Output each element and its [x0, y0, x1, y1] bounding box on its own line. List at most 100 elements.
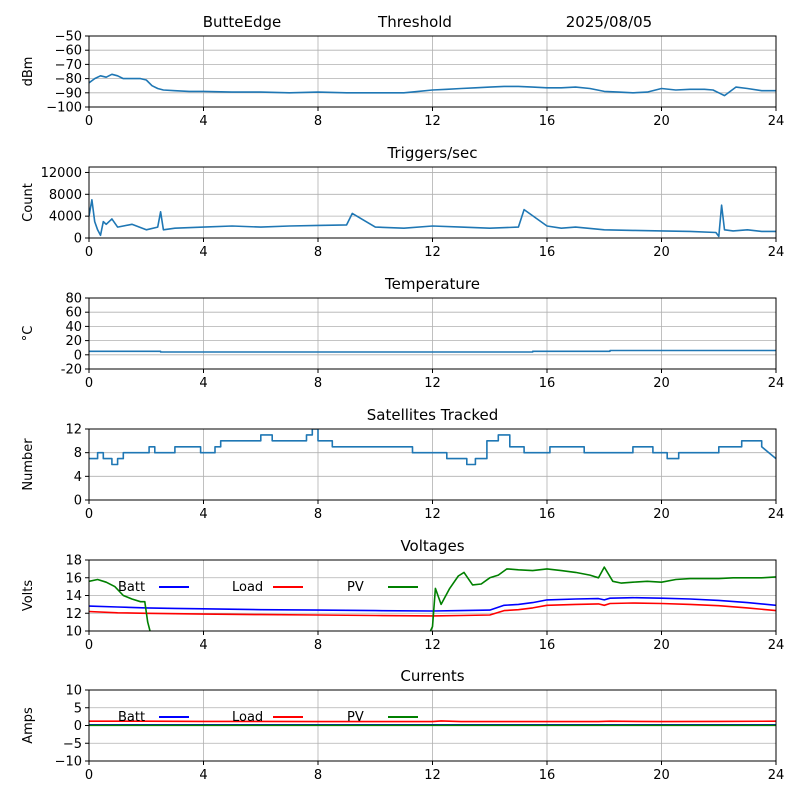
- panel-2: 0 4 8 12 16 20 24 0 4000 8000 12000 Count Triggers/s…: [21, 144, 784, 260]
- x-tick-label: 8: [314, 245, 322, 260]
- y-tick-label: 12: [65, 607, 82, 622]
- x-tick-label: 12: [424, 114, 441, 129]
- legend-label: Load: [232, 580, 263, 595]
- x-tick-label: 12: [424, 245, 441, 260]
- legend-label: Load: [232, 710, 263, 725]
- x-tick-label: 4: [199, 507, 207, 522]
- header-panel-title: Threshold: [377, 13, 452, 31]
- panel-title: Satellites Tracked: [367, 406, 498, 424]
- y-tick-label: −50: [55, 30, 82, 45]
- y-tick-label: −60: [55, 44, 82, 59]
- panel-title: Voltages: [400, 537, 464, 555]
- series-line-pv: [89, 566, 776, 631]
- x-tick-label: 4: [199, 376, 207, 391]
- y-tick-label: 60: [65, 306, 82, 321]
- x-tick-label: 0: [85, 507, 93, 522]
- y-axis-label: °C: [21, 326, 36, 342]
- station-name: ButteEdge: [203, 13, 282, 31]
- x-tick-label: 0: [85, 638, 93, 653]
- y-tick-label: 8: [74, 446, 82, 461]
- x-tick-label: 0: [85, 768, 93, 783]
- y-tick-label: 0: [74, 494, 82, 509]
- x-tick-label: 8: [314, 114, 322, 129]
- x-tick-label: 0: [85, 376, 93, 391]
- x-tick-label: 24: [768, 245, 785, 260]
- panel-title: Temperature: [384, 275, 480, 293]
- x-tick-label: 4: [199, 114, 207, 129]
- y-tick-label: 40: [65, 320, 82, 335]
- y-tick-label: 0: [74, 348, 82, 363]
- x-tick-label: 0: [85, 114, 93, 129]
- x-tick-label: 24: [768, 507, 785, 522]
- y-tick-label: 14: [65, 589, 82, 604]
- series-line: [89, 199, 776, 238]
- y-tick-label: 80: [65, 292, 82, 307]
- series-line: [89, 429, 776, 466]
- y-tick-label: −5: [63, 737, 82, 752]
- y-tick-label: 12: [65, 423, 82, 438]
- x-tick-label: 24: [768, 376, 785, 391]
- x-tick-label: 16: [539, 507, 556, 522]
- y-tick-label: 8000: [49, 188, 82, 203]
- x-tick-label: 0: [85, 245, 93, 260]
- y-tick-label: -20: [61, 363, 82, 378]
- series-line-batt: [89, 596, 776, 612]
- y-tick-label: −90: [55, 86, 82, 101]
- legend-label: Batt: [118, 580, 145, 595]
- x-tick-label: 12: [424, 638, 441, 653]
- x-tick-label: 20: [653, 507, 670, 522]
- y-tick-label: 4000: [49, 210, 82, 225]
- x-tick-label: 24: [768, 638, 785, 653]
- x-tick-label: 16: [539, 245, 556, 260]
- series-line-load: [89, 602, 776, 617]
- y-tick-label: −70: [55, 58, 82, 73]
- x-tick-label: 16: [539, 768, 556, 783]
- x-tick-label: 24: [768, 768, 785, 783]
- y-tick-label: 0: [74, 719, 82, 734]
- x-tick-label: 24: [768, 114, 785, 129]
- x-tick-label: 12: [424, 376, 441, 391]
- panel-5: 0 4 8 12 16 20 24 10 12 14 16 18 Volts Voltages Batt Lo…: [21, 537, 784, 653]
- y-axis-label: Amps: [21, 707, 36, 744]
- x-tick-label: 20: [653, 245, 670, 260]
- panel-title: Currents: [400, 667, 464, 685]
- x-tick-label: 4: [199, 245, 207, 260]
- y-tick-label: −100: [46, 101, 82, 116]
- y-axis-label: Count: [21, 183, 36, 222]
- x-tick-label: 8: [314, 638, 322, 653]
- y-tick-label: −80: [55, 72, 82, 87]
- y-tick-label: 10: [65, 625, 82, 640]
- legend-label: Batt: [118, 710, 145, 725]
- y-tick-label: 4: [74, 470, 82, 485]
- y-tick-label: 10: [65, 684, 82, 699]
- y-tick-label: −10: [55, 755, 82, 770]
- x-tick-label: 12: [424, 768, 441, 783]
- legend-label: PV: [347, 580, 364, 595]
- x-tick-label: 4: [199, 638, 207, 653]
- series-line-load: [89, 720, 776, 723]
- x-tick-label: 8: [314, 768, 322, 783]
- y-tick-label: 12000: [41, 166, 82, 181]
- x-tick-label: 12: [424, 507, 441, 522]
- panel-title: Triggers/sec: [387, 144, 478, 162]
- series-line: [89, 73, 776, 97]
- y-tick-label: 20: [65, 334, 82, 349]
- header-date: 2025/08/05: [566, 13, 652, 31]
- y-tick-label: 16: [65, 571, 82, 586]
- y-axis-label: dBm: [21, 57, 36, 87]
- panel-6: 0 4 8 12 16 20 24 −10 −5 0 5 10 Amps Currents Batt Load…: [21, 667, 784, 783]
- x-tick-label: 16: [539, 114, 556, 129]
- series-line: [89, 349, 776, 353]
- x-tick-label: 4: [199, 768, 207, 783]
- x-tick-label: 8: [314, 507, 322, 522]
- y-tick-label: 5: [74, 701, 82, 716]
- x-tick-label: 20: [653, 376, 670, 391]
- y-tick-label: 0: [74, 232, 82, 247]
- y-tick-label: 18: [65, 554, 82, 569]
- y-axis-label: Volts: [21, 580, 36, 612]
- x-tick-label: 16: [539, 638, 556, 653]
- x-tick-label: 8: [314, 376, 322, 391]
- panel-1: 0 4 8 12 16 20 24 −100−90−80−70−60−50 dBm: [21, 30, 784, 130]
